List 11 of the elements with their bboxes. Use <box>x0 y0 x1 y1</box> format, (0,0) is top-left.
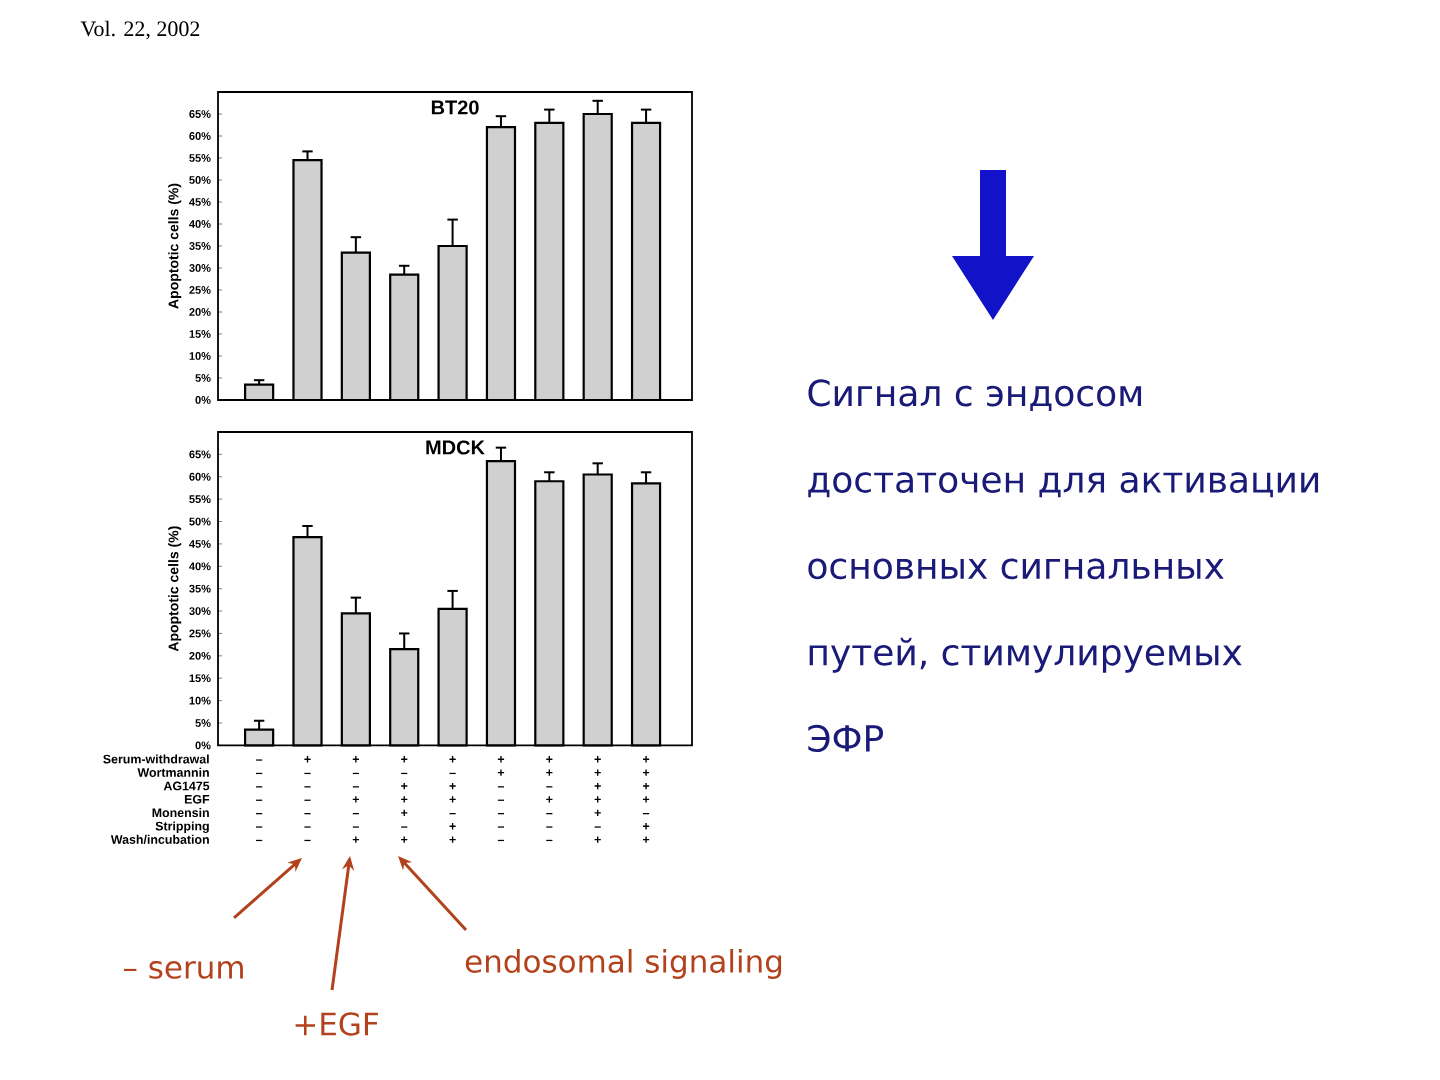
text: путей, стимулируемых <box>809 637 1242 673</box>
text: основных сигнальных <box>808 558 1224 580</box>
text: Сигнал с эндосом <box>808 379 1142 411</box>
text: endosomal signaling <box>465 948 782 979</box>
text: +EGF <box>295 1012 378 1036</box>
chart-title: BT20 <box>431 100 479 115</box>
text: Vol. 22, 2002 <box>80 20 200 40</box>
text: – serum <box>123 961 243 979</box>
text: ЭФР <box>808 724 884 753</box>
chart-title: MDCK <box>426 440 485 455</box>
text: достаточен для активации <box>808 472 1319 498</box>
